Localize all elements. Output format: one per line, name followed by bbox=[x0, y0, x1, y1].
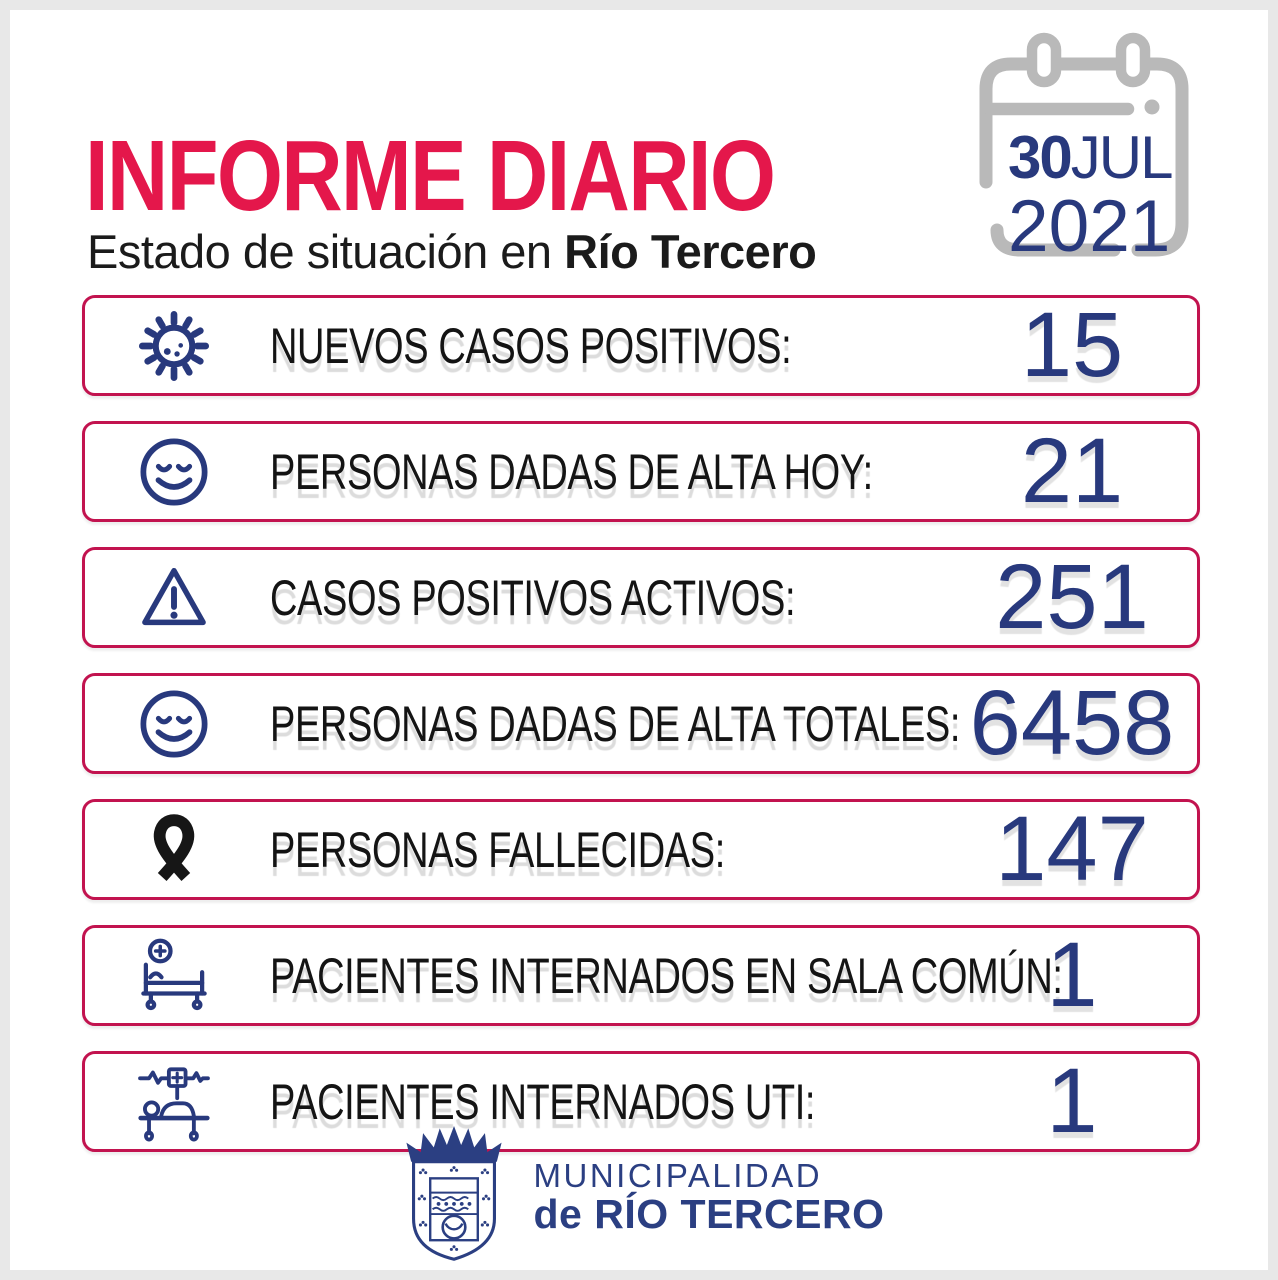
footer: MUNICIPALIDAD de RÍO TERCERO bbox=[10, 1126, 1268, 1269]
stat-value: 251 bbox=[995, 546, 1149, 648]
mourning-ribbon-icon bbox=[131, 802, 217, 897]
page-subtitle: Estado de situación en Río Tercero bbox=[87, 224, 817, 279]
warning-icon bbox=[131, 550, 217, 645]
stat-value: 6458 bbox=[969, 672, 1175, 774]
stat-label: PERSONAS FALLECIDAS: bbox=[270, 821, 725, 878]
stat-row-internados-sala-comun: PACIENTES INTERNADOS EN SALA COMÚN: 1 bbox=[82, 924, 1200, 1026]
municipality-name: MUNICIPALIDAD de RÍO TERCERO bbox=[533, 1156, 885, 1238]
hospital-bed-icon bbox=[131, 928, 217, 1023]
stat-row-altas-hoy: PERSONAS DADAS DE ALTA HOY: 21 bbox=[82, 420, 1200, 522]
stat-value: 147 bbox=[995, 798, 1149, 900]
stat-row-fallecidas: PERSONAS FALLECIDAS: 147 bbox=[82, 798, 1200, 900]
stat-row-altas-totales: PERSONAS DADAS DE ALTA TOTALES: 6458 bbox=[82, 672, 1200, 774]
stat-row-casos-activos: CASOS POSITIVOS ACTIVOS: 251 bbox=[82, 546, 1200, 648]
subtitle-prefix: Estado de situación en bbox=[87, 225, 565, 278]
calendar-day: 30 bbox=[1008, 124, 1073, 191]
virus-icon bbox=[131, 298, 217, 393]
stat-label: PERSONAS DADAS DE ALTA HOY: bbox=[270, 443, 873, 500]
stat-label: CASOS POSITIVOS ACTIVOS: bbox=[270, 569, 796, 626]
municipality-crest-logo bbox=[394, 1126, 514, 1269]
stat-label: NUEVOS CASOS POSITIVOS: bbox=[270, 317, 792, 374]
stat-value: 21 bbox=[1020, 420, 1124, 522]
stat-row-internados-uti: PACIENTES INTERNADOS UTI: 1 bbox=[82, 1050, 1200, 1152]
stat-value: 1 bbox=[1046, 1050, 1098, 1152]
smiley-icon bbox=[131, 676, 217, 771]
page-title: INFORME DIARIO bbox=[85, 126, 896, 226]
municipality-line2: de RÍO TERCERO bbox=[533, 1191, 885, 1238]
stat-row-nuevos-casos: NUEVOS CASOS POSITIVOS: 15 bbox=[82, 294, 1200, 396]
report-card: INFORME DIARIO Estado de situación en Rí… bbox=[10, 10, 1268, 1270]
stat-value: 1 bbox=[1046, 924, 1098, 1026]
calendar-date: 30JUL 2021 bbox=[1008, 128, 1173, 267]
stat-value: 15 bbox=[1020, 294, 1124, 396]
stat-label: PACIENTES INTERNADOS EN SALA COMÚN: bbox=[270, 947, 1063, 1004]
stat-label: PERSONAS DADAS DE ALTA TOTALES: bbox=[270, 695, 961, 752]
calendar-date-badge: 30JUL 2021 bbox=[962, 32, 1212, 282]
stat-label: PACIENTES INTERNADOS UTI: bbox=[270, 1073, 816, 1130]
calendar-month: JUL bbox=[1070, 124, 1174, 191]
icu-bed-icon bbox=[131, 1054, 217, 1149]
smiley-icon bbox=[131, 424, 217, 519]
subtitle-city: Río Tercero bbox=[564, 225, 817, 278]
municipality-line1: MUNICIPALIDAD bbox=[533, 1156, 823, 1194]
calendar-year: 2021 bbox=[1008, 186, 1171, 267]
stats-list: NUEVOS CASOS POSITIVOS: 15 PERSONAS DADA… bbox=[82, 294, 1200, 1152]
page-title-text: INFORME DIARIO bbox=[85, 120, 776, 232]
